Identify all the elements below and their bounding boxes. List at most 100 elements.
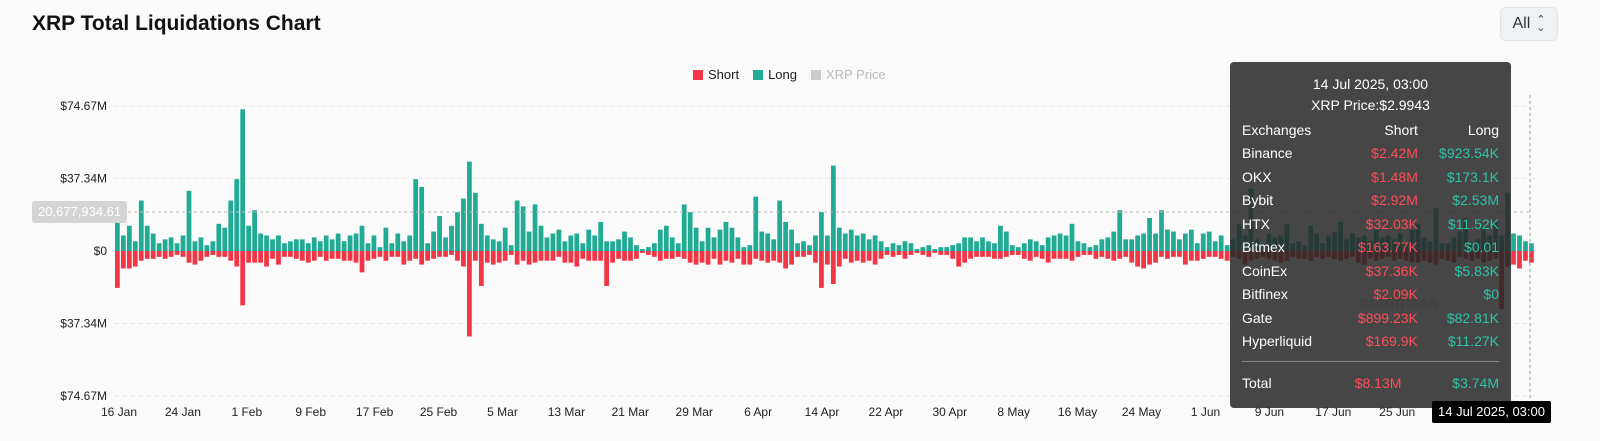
- legend-item-long[interactable]: Long: [753, 67, 797, 82]
- long-bar: [258, 233, 263, 251]
- long-bar: [1015, 247, 1021, 251]
- short-bar: [759, 251, 765, 261]
- long-bar: [1177, 239, 1182, 251]
- tooltip-header-short: Short: [1384, 121, 1418, 138]
- long-bar: [729, 227, 735, 251]
- short-bar: [389, 251, 395, 257]
- exchange-name: HTX: [1242, 215, 1270, 232]
- range-select[interactable]: All ⌃ ⌄: [1500, 7, 1558, 41]
- short-bar: [377, 251, 383, 257]
- exchange-short: $899.23K: [1357, 309, 1418, 326]
- long-bar: [1081, 243, 1087, 251]
- long-bar: [222, 227, 228, 251]
- long-bar: [371, 235, 377, 251]
- long-bar: [986, 241, 991, 251]
- long-bar: [282, 243, 287, 251]
- long-bar: [1135, 235, 1141, 251]
- tooltip-divider: [1242, 361, 1499, 362]
- exchange-name: Binance: [1242, 145, 1293, 162]
- legend-item-price[interactable]: XRP Price: [811, 67, 886, 82]
- short-bar: [646, 251, 651, 255]
- x-tick-label: 17 Jun: [1315, 405, 1351, 419]
- short-bar: [1003, 251, 1009, 257]
- short-bar: [783, 251, 789, 269]
- long-bar: [192, 241, 198, 251]
- short-bar: [1511, 251, 1516, 265]
- long-bar: [467, 161, 472, 251]
- short-bar: [115, 251, 120, 288]
- legend-item-short[interactable]: Short: [693, 67, 739, 82]
- x-tick-label: 22 Apr: [869, 405, 904, 419]
- short-bar: [592, 251, 598, 261]
- short-bar: [347, 251, 353, 261]
- short-bar: [1009, 251, 1015, 255]
- long-bar: [425, 243, 431, 251]
- long-bar: [413, 179, 419, 251]
- short-bar: [472, 251, 478, 261]
- short-bar: [687, 251, 693, 263]
- long-bar: [228, 200, 234, 251]
- exchange-long: $82.81K: [1446, 309, 1499, 326]
- short-bar: [574, 251, 580, 267]
- exchange-short: $37.36K: [1365, 262, 1418, 279]
- long-bar: [210, 241, 216, 251]
- short-bar: [729, 251, 735, 263]
- exchange-name: Gate: [1242, 309, 1273, 326]
- short-bar: [962, 251, 967, 263]
- short-bar: [222, 251, 228, 257]
- long-bar: [908, 243, 914, 251]
- short-bar: [455, 251, 460, 261]
- exchange-long: $173.1K: [1446, 168, 1499, 185]
- long-bar: [753, 196, 759, 251]
- short-bar: [419, 251, 425, 265]
- long-bar: [992, 243, 997, 251]
- short-bar: [753, 251, 759, 259]
- short-bar: [1117, 251, 1123, 259]
- long-bar: [365, 243, 371, 251]
- long-bar: [777, 200, 783, 251]
- long-bar: [472, 192, 478, 251]
- long-bar: [1129, 239, 1135, 251]
- short-bar: [890, 251, 896, 257]
- long-bar: [1045, 237, 1051, 251]
- long-bar: [132, 241, 138, 251]
- short-bar: [1224, 251, 1230, 261]
- long-bar: [383, 227, 389, 251]
- long-bar: [711, 237, 717, 251]
- long-bar: [329, 239, 335, 251]
- long-bar: [1123, 239, 1129, 251]
- tooltip-header-long: Long: [1467, 121, 1499, 138]
- short-bar: [383, 251, 389, 261]
- long-bar: [1147, 217, 1152, 251]
- short-bar: [168, 251, 174, 257]
- short-bar: [586, 251, 592, 261]
- tooltip-row: CoinEx $37.36K $5.83K: [1242, 259, 1499, 283]
- long-bar: [270, 239, 275, 251]
- legend-label-short: Short: [708, 67, 740, 82]
- x-tick-label: 24 May: [1122, 405, 1161, 419]
- short-bar: [216, 251, 222, 257]
- long-bar: [234, 179, 240, 251]
- total-label: Total: [1242, 374, 1272, 391]
- short-bar: [538, 251, 544, 261]
- short-bar: [502, 251, 508, 261]
- long-bar: [723, 221, 729, 251]
- exchange-long: $5.83K: [1454, 262, 1499, 279]
- long-bar: [616, 239, 621, 251]
- long-bar: [1093, 245, 1099, 251]
- short-bar: [353, 251, 359, 263]
- long-bar: [580, 243, 586, 251]
- long-bar: [126, 225, 132, 251]
- long-bar: [819, 212, 824, 251]
- long-bar: [920, 247, 926, 251]
- exchange-short: $169.9K: [1365, 333, 1418, 350]
- x-tick-label: 8 May: [997, 405, 1030, 419]
- short-bar: [1529, 251, 1534, 263]
- long-bar: [514, 200, 520, 251]
- short-bar: [723, 251, 729, 261]
- long-bar: [198, 237, 204, 251]
- long-bar: [860, 233, 866, 251]
- long-bar: [288, 241, 293, 251]
- exchange-long: $2.53M: [1452, 192, 1499, 209]
- long-bar: [610, 241, 615, 251]
